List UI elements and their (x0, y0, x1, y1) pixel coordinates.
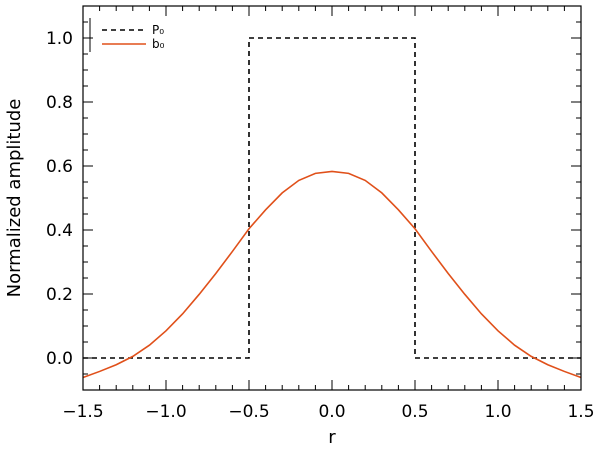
series-line-b0 (82, 170, 582, 379)
x-tick-label: −1.5 (62, 402, 103, 422)
y-axis-label: Normalized amplitude (4, 99, 25, 298)
x-tick-label: 0.5 (401, 402, 428, 422)
legend-label-p0: P₀ (152, 23, 164, 37)
axis-ticks (82, 5, 582, 391)
series-line-p0 (83, 37, 581, 359)
x-tick-label: −1.0 (145, 402, 186, 422)
legend: P₀ b₀ (89, 18, 165, 52)
y-tick-label: 0.2 (46, 285, 73, 305)
y-tick-label: 0.0 (46, 349, 73, 369)
y-tick-label: 0.4 (46, 221, 73, 241)
x-tick-label: 1.5 (567, 402, 594, 422)
tick-labels: −1.5 −1.0 −0.5 0.0 0.5 1.0 1.5 0.0 0.2 0.4 0.6 0.8 1… (46, 29, 595, 422)
y-tick-label: 0.6 (46, 157, 73, 177)
plot-area (82, 37, 582, 379)
legend-label-b0: b₀ (152, 37, 165, 51)
plot-frame (82, 5, 582, 391)
x-tick-label: 1.0 (484, 402, 511, 422)
y-tick-label: 1.0 (46, 29, 73, 49)
x-axis-label: r (328, 427, 336, 448)
x-tick-label: −0.5 (228, 402, 269, 422)
y-tick-label: 0.8 (46, 93, 73, 113)
x-tick-label: 0.0 (318, 402, 345, 422)
